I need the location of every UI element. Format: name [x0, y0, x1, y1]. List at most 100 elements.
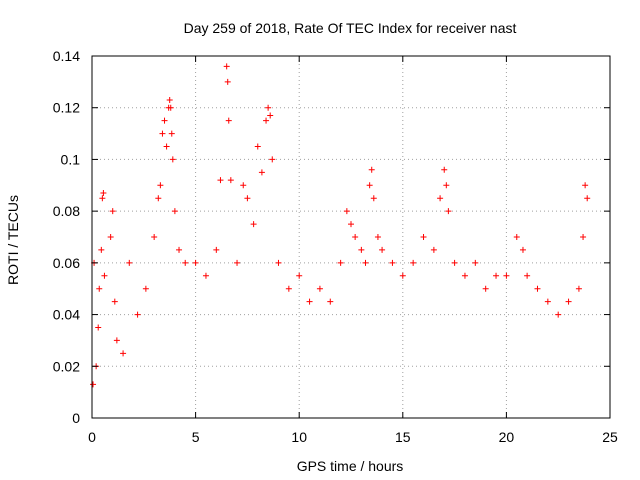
data-point — [240, 182, 247, 189]
x-axis-label: GPS time / hours — [297, 458, 404, 474]
data-point — [565, 298, 572, 305]
data-point — [555, 311, 562, 318]
data-point — [343, 208, 350, 215]
data-point — [445, 208, 452, 215]
y-tick-label: 0.06 — [53, 255, 80, 271]
data-point — [100, 190, 107, 197]
data-point — [166, 96, 173, 103]
data-point — [513, 234, 520, 240]
data-point — [159, 130, 166, 137]
data-point — [275, 259, 282, 266]
data-point — [96, 285, 103, 292]
data-point — [368, 166, 375, 173]
data-point — [348, 221, 354, 228]
data-point — [580, 234, 587, 240]
data-point — [126, 259, 133, 266]
data-point — [176, 246, 183, 253]
data-point — [437, 195, 444, 202]
data-point — [151, 234, 158, 240]
data-point — [192, 259, 199, 266]
data-point — [389, 259, 396, 266]
data-point — [167, 104, 174, 111]
x-tick-label: 15 — [395, 429, 411, 445]
data-point — [111, 298, 118, 305]
chart-title: Day 259 of 2018, Rate Of TEC Index for r… — [184, 20, 517, 36]
data-point — [250, 221, 257, 228]
data-point — [534, 285, 541, 292]
data-point — [327, 298, 334, 305]
data-point — [482, 285, 489, 292]
data-point — [430, 246, 437, 253]
data-point — [582, 182, 589, 189]
data-point — [95, 324, 102, 331]
data-point — [306, 298, 313, 305]
data-point — [269, 156, 276, 163]
data-point — [182, 259, 189, 266]
data-point — [155, 195, 162, 202]
data-point — [524, 272, 531, 279]
data-point — [161, 117, 168, 124]
data-point — [379, 246, 386, 253]
data-point — [168, 130, 175, 137]
data-point — [134, 311, 141, 318]
y-axis-label: ROTI / TECUs — [5, 195, 21, 285]
data-point — [575, 285, 582, 292]
data-point — [493, 272, 500, 279]
data-point — [169, 156, 176, 163]
x-tick-label: 0 — [88, 429, 96, 445]
x-tick-labels: 0 5 10 15 20 25 — [88, 429, 618, 445]
data-point — [109, 208, 116, 215]
data-point — [225, 117, 232, 124]
data-point — [352, 234, 359, 240]
data-point — [113, 337, 120, 344]
data-point — [420, 234, 427, 240]
data-point — [544, 298, 551, 305]
data-point — [410, 259, 417, 266]
data-point — [374, 234, 381, 240]
data-point — [258, 169, 265, 176]
data-point — [503, 272, 510, 279]
y-tick-labels: 0 0.02 0.04 0.06 0.08 0.1 0.12 0.14 — [53, 48, 80, 426]
data-point — [399, 272, 406, 279]
x-tick-label: 5 — [192, 429, 200, 445]
data-point — [519, 246, 526, 253]
data-point — [370, 195, 377, 202]
data-point — [99, 195, 106, 202]
data-point — [244, 195, 251, 202]
y-tick-label: 0.04 — [53, 307, 80, 323]
y-tick-label: 0.02 — [53, 358, 80, 374]
y-tick-label: 0 — [72, 410, 80, 426]
data-point — [142, 285, 149, 292]
y-tick-label: 0.08 — [53, 203, 80, 219]
data-point — [358, 246, 365, 253]
plot-frame — [91, 55, 611, 419]
data-point — [472, 259, 479, 266]
data-points — [90, 63, 591, 388]
data-point — [157, 182, 164, 189]
x-tick-label: 10 — [291, 429, 307, 445]
axis-ticks — [91, 55, 611, 419]
grid-lines — [92, 56, 610, 418]
data-point — [285, 285, 292, 292]
data-point — [98, 246, 105, 253]
x-tick-label: 20 — [499, 429, 515, 445]
data-point — [202, 272, 209, 279]
data-point — [584, 195, 591, 202]
data-point — [90, 381, 97, 388]
data-point — [265, 104, 272, 111]
data-point — [443, 182, 450, 189]
y-tick-label: 0.14 — [53, 48, 80, 64]
data-point — [217, 177, 224, 184]
data-point — [296, 272, 303, 279]
data-point — [234, 259, 241, 266]
y-tick-label: 0.12 — [53, 100, 80, 116]
data-point — [163, 143, 170, 150]
data-point — [227, 177, 234, 184]
y-tick-label: 0.1 — [61, 151, 81, 167]
data-point — [101, 272, 108, 279]
data-point — [451, 259, 458, 266]
data-point — [461, 272, 468, 279]
data-point — [267, 112, 274, 119]
data-point — [254, 143, 261, 150]
